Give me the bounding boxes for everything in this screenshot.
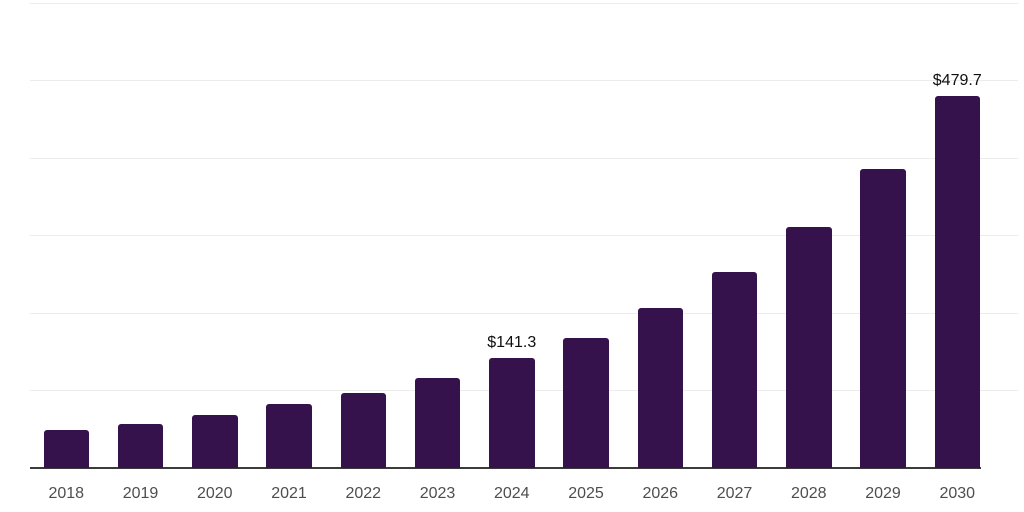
bar-2023	[414, 378, 461, 468]
x-tick-label: 2021	[271, 485, 307, 502]
gridline	[30, 235, 1018, 236]
bar-2018	[43, 430, 89, 468]
bar-2019	[117, 423, 164, 468]
gridline	[30, 2, 1018, 4]
x-tick-label: 2027	[716, 485, 753, 502]
bar-value-label: $479.7	[932, 72, 982, 90]
bar-2027	[711, 271, 758, 468]
x-tick-label: 2029	[865, 485, 901, 502]
bar-value-label: $141.3	[487, 334, 537, 352]
x-tick-label: 2025	[568, 485, 604, 502]
x-tick-label: 2019	[122, 485, 159, 502]
gridline	[30, 80, 1018, 81]
gridline	[30, 157, 1018, 159]
x-tick-label: 2022	[345, 485, 382, 502]
x-tick-label: 2024	[493, 485, 530, 502]
x-tick-label: 2020	[196, 485, 233, 502]
bar-2026	[637, 308, 683, 468]
bar-2029	[860, 168, 906, 468]
x-tick-label: 2026	[642, 485, 679, 502]
bar-2024	[489, 358, 535, 468]
bar-2025	[563, 337, 609, 468]
bar-2021	[266, 404, 312, 468]
bar-2030	[934, 96, 980, 468]
bar-2022	[340, 392, 386, 468]
x-tick-label: 2018	[48, 485, 85, 502]
bar-2020	[192, 415, 238, 468]
gridline	[30, 312, 1018, 314]
x-tick-label: 2023	[419, 485, 456, 502]
bar-2028	[786, 226, 832, 468]
x-tick-label: 2030	[939, 485, 976, 502]
x-tick-label: 2028	[790, 485, 827, 502]
